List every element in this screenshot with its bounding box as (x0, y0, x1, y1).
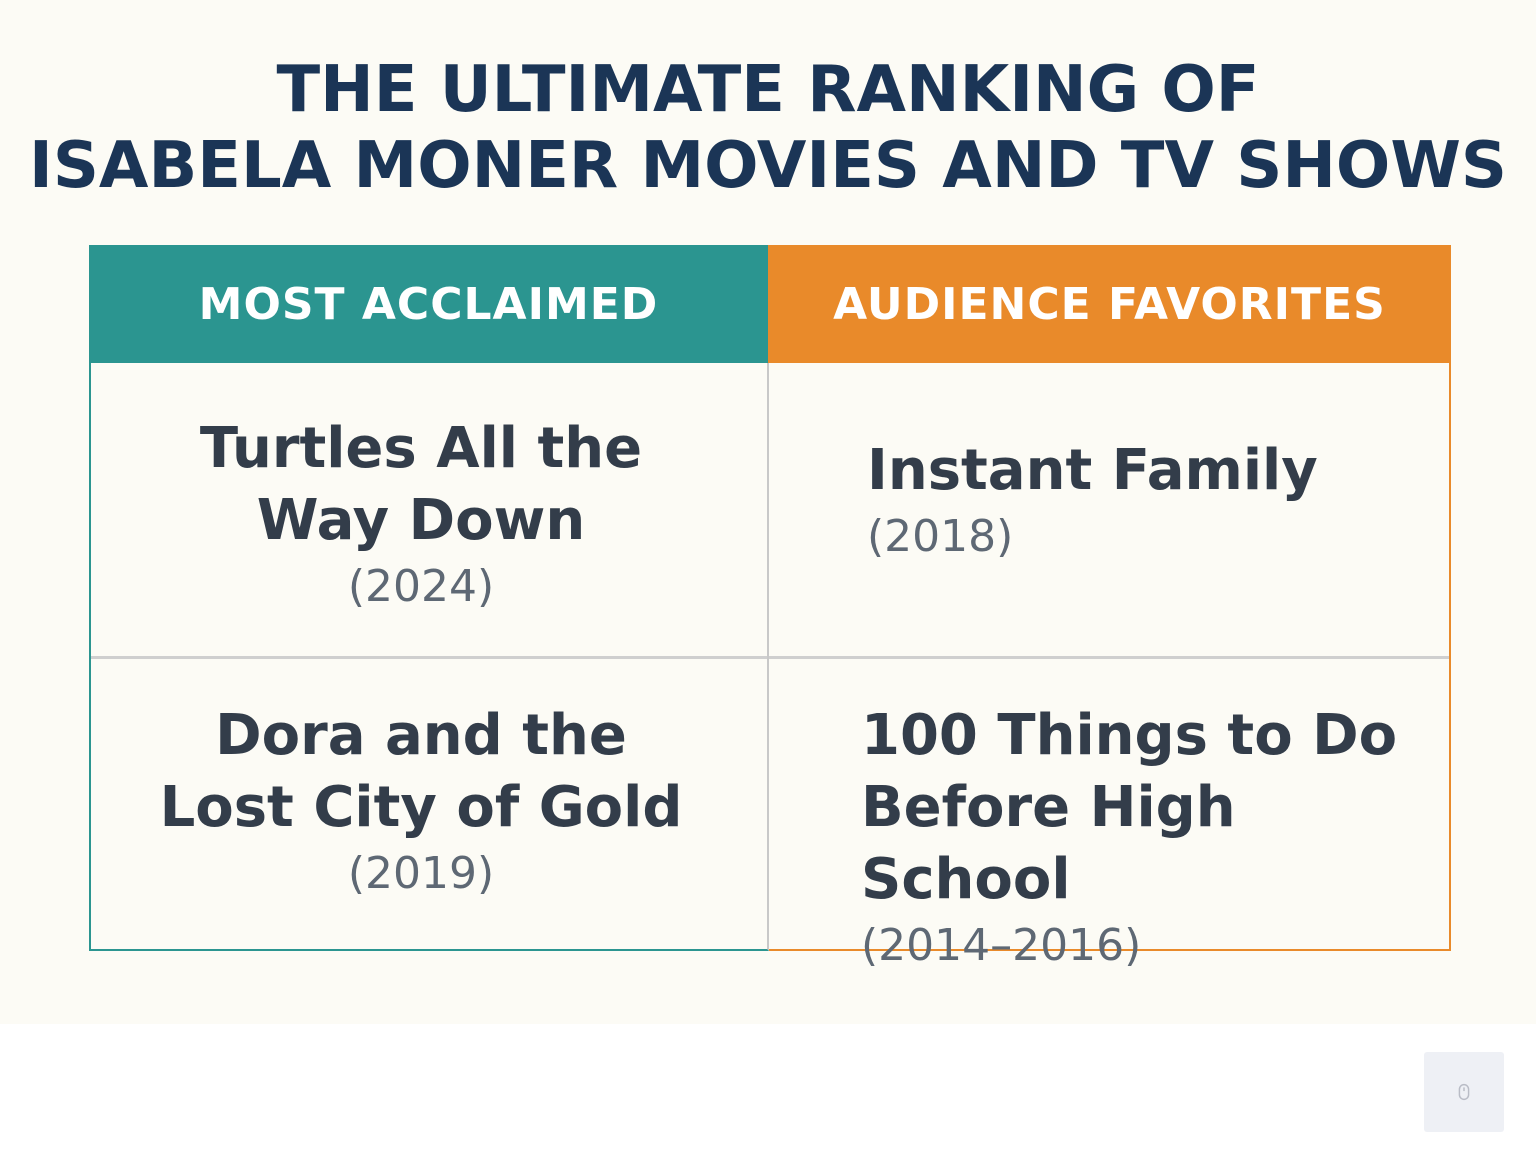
entry-turtles-all-the-way-down: Turtles All the Way Down (2024) (161, 413, 681, 617)
entry-title: Instant Family (867, 438, 1318, 503)
header-audience-favorites: AUDIENCE FAVORITES (768, 245, 1451, 363)
entry-dora: Dora and the Lost City of Gold (2019) (141, 700, 701, 904)
row-divider (91, 656, 767, 659)
page-title: THE ULTIMATE RANKING OF ISABELA MONER MO… (0, 52, 1536, 204)
entry-year: (2019) (347, 848, 495, 899)
corner-widget-button[interactable] (1424, 1052, 1504, 1132)
title-line-1: THE ULTIMATE RANKING OF (276, 53, 1260, 127)
entry-title: Lost City of Gold (159, 775, 683, 840)
mouse-icon (1458, 1083, 1470, 1101)
entry-title: Before High School (861, 775, 1236, 912)
entry-100-things: 100 Things to Do Before High School (201… (861, 700, 1441, 976)
ranking-table: MOST ACCLAIMED AUDIENCE FAVORITES Turtle… (89, 245, 1451, 971)
row-divider (769, 656, 1449, 659)
entry-title: 100 Things to Do (861, 703, 1398, 768)
column-most-acclaimed: Turtles All the Way Down (2024) Dora and… (89, 363, 769, 951)
entry-instant-family: Instant Family (2018) (867, 435, 1427, 567)
column-audience-favorites: Instant Family (2018) 100 Things to Do B… (769, 363, 1451, 971)
header-most-acclaimed: MOST ACCLAIMED (89, 245, 768, 363)
entry-title: Dora and the (215, 703, 627, 768)
infographic: THE ULTIMATE RANKING OF ISABELA MONER MO… (0, 52, 1536, 971)
title-line-2: ISABELA MONER MOVIES AND TV SHOWS (29, 129, 1507, 203)
entry-title: Turtles All the (199, 416, 643, 481)
entry-year: (2024) (347, 561, 495, 612)
entry-year: (2014–2016) (861, 920, 1142, 971)
entry-year: (2018) (867, 511, 1014, 562)
entry-title: Way Down (256, 488, 586, 553)
